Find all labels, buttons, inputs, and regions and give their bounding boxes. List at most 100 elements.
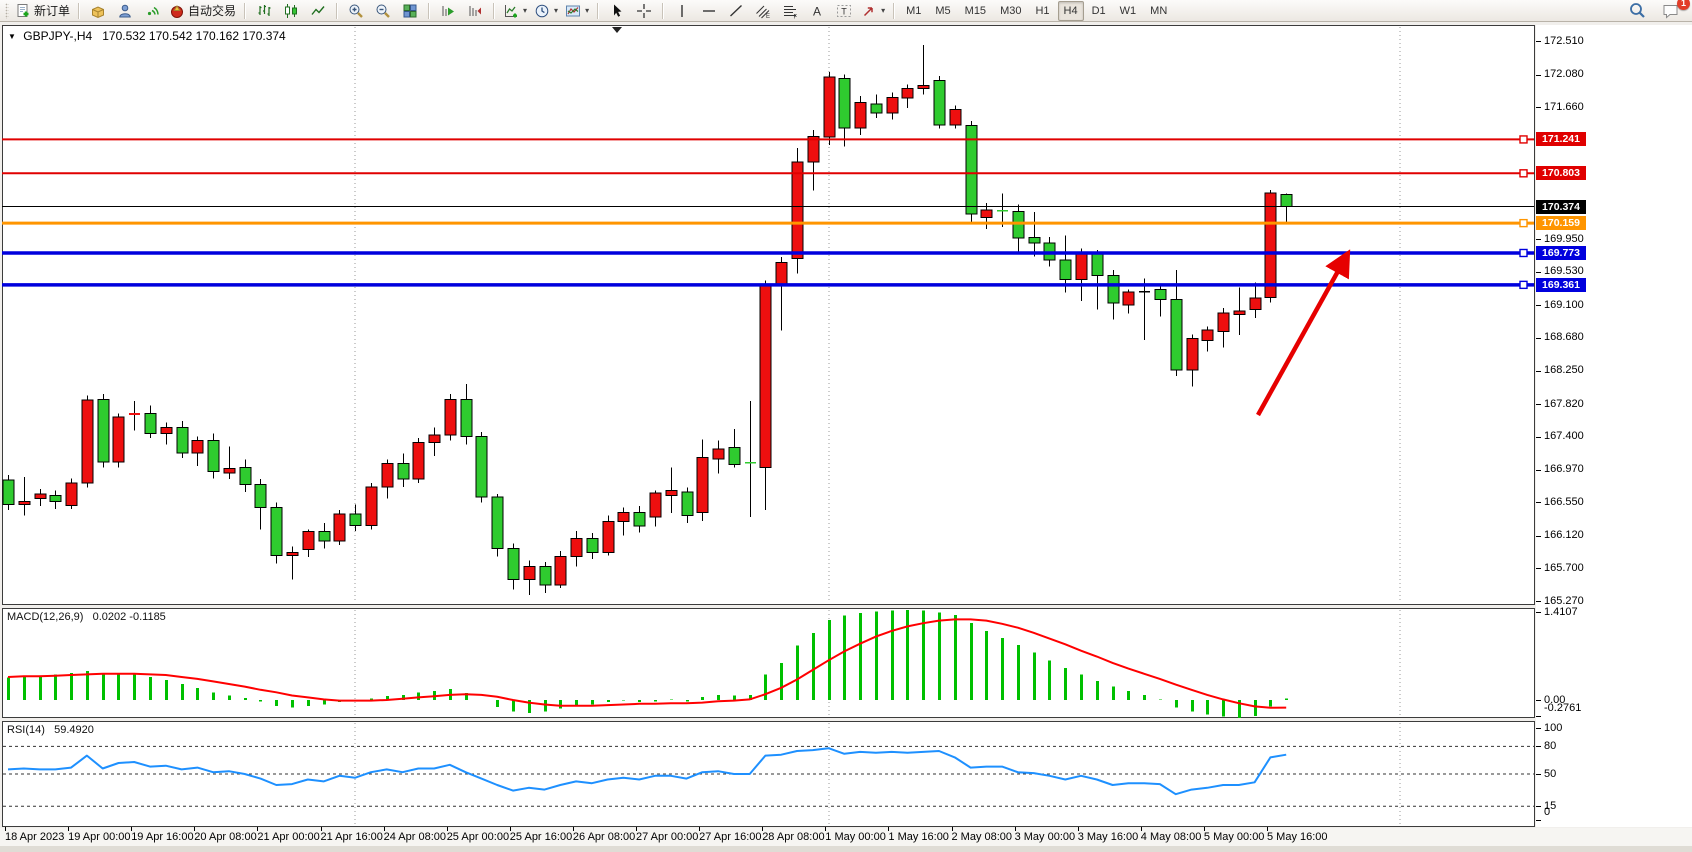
price-tick-label: 167.820 — [1544, 397, 1584, 410]
line-chart-button[interactable] — [305, 0, 331, 22]
toolbar-separator — [428, 2, 431, 19]
timeframe-button-m15[interactable]: M15 — [964, 4, 987, 17]
horizontal-line-icon — [701, 3, 717, 19]
templates-caret-icon: ▾ — [585, 6, 590, 15]
chart-title-ohlc: 170.532 170.542 170.162 170.374 — [102, 29, 286, 43]
price-badge: 170.159 — [1536, 216, 1586, 231]
vertical-line-button[interactable] — [669, 0, 695, 22]
autotrade-button[interactable]: 自动交易 — [166, 0, 239, 22]
timeframe-button-h1[interactable]: H1 — [1035, 4, 1050, 17]
text-button[interactable]: A — [804, 0, 830, 22]
fibonacci-button[interactable]: F — [777, 0, 803, 22]
indicators-button[interactable]: ▾ — [500, 0, 530, 22]
time-axis-label: 24 Apr 08:00 — [383, 831, 446, 843]
crosshair-icon — [636, 3, 652, 19]
bar-chart-button[interactable] — [251, 0, 277, 22]
autotrade-icon — [169, 3, 185, 19]
timeframe-group: M1 M5 M15 M30 H1 H4 D1 W1 MN — [900, 0, 1173, 21]
price-tick-label: 169.100 — [1544, 298, 1584, 311]
profile-button[interactable] — [112, 0, 138, 22]
clock-icon — [534, 3, 550, 19]
tile-windows-button[interactable] — [397, 0, 423, 22]
new-order-button[interactable]: 新订单 — [12, 0, 73, 22]
price-badge: 171.241 — [1536, 132, 1586, 147]
time-axis-label: 5 May 16:00 — [1267, 831, 1328, 843]
zoom-in-icon — [348, 3, 364, 19]
candlestick-button[interactable] — [278, 0, 304, 22]
chart-title[interactable]: ▼ GBPJPY-,H4 170.532 170.542 170.162 170… — [8, 29, 286, 43]
arrows-button[interactable]: ▾ — [858, 0, 888, 22]
trendline-icon — [728, 3, 744, 19]
rsi-panel[interactable] — [2, 721, 1535, 827]
candlestick-icon — [283, 3, 299, 19]
main-chart-panel[interactable] — [2, 25, 1535, 605]
price-tick-label: 167.400 — [1544, 430, 1584, 443]
time-axis-label: 19 Apr 16:00 — [131, 831, 194, 843]
time-axis-label: 2 May 08:00 — [951, 831, 1013, 843]
svg-text:T: T — [841, 6, 847, 16]
time-axis-label: 4 May 08:00 — [1140, 831, 1202, 843]
rsi-tick-label: 80 — [1544, 740, 1557, 753]
svg-text:E: E — [766, 14, 770, 19]
timeframe-button-m5[interactable]: M5 — [935, 4, 951, 17]
timeframe-button-h4[interactable]: H4 — [1057, 0, 1084, 21]
time-axis-label: 3 May 16:00 — [1077, 831, 1139, 843]
new-order-label: 新订单 — [34, 4, 71, 18]
toolbar-grip[interactable] — [5, 2, 9, 19]
rsi-tick-label: 0 — [1544, 806, 1551, 818]
arrows-caret-icon: ▾ — [881, 6, 886, 15]
zoom-out-button[interactable] — [370, 0, 396, 22]
timeframe-button-mn[interactable]: MN — [1150, 4, 1168, 17]
toolbar-separator — [893, 2, 896, 19]
time-axis-label: 21 Apr 00:00 — [257, 831, 320, 843]
price-tick-label: 166.970 — [1544, 463, 1584, 476]
macd-tick-label: 1.4107 — [1544, 606, 1578, 618]
price-scale-area[interactable] — [1536, 25, 1692, 827]
macd-panel[interactable] — [2, 608, 1535, 718]
cursor-button[interactable] — [604, 0, 630, 22]
time-axis-label: 1 May 16:00 — [888, 831, 949, 843]
zoom-out-icon — [375, 3, 391, 19]
timeframe-button-m30[interactable]: M30 — [1000, 4, 1022, 17]
time-axis-label: 21 Apr 16:00 — [320, 831, 383, 843]
chat-button[interactable]: 1 — [1658, 0, 1690, 22]
indicators-caret-icon: ▾ — [523, 6, 528, 15]
time-axis-label: 25 Apr 00:00 — [446, 831, 510, 843]
new-order-icon — [15, 3, 31, 19]
macd-tick-label: -0.2761 — [1544, 702, 1582, 714]
bar-chart-icon — [256, 3, 272, 19]
user-icon — [117, 3, 133, 19]
templates-button[interactable]: ▾ — [562, 0, 592, 22]
text-icon: A — [809, 3, 825, 19]
chart-shift-button[interactable] — [462, 0, 488, 22]
line-chart-icon — [310, 3, 326, 19]
horizontal-line-button[interactable] — [696, 0, 722, 22]
time-axis-label: 26 Apr 08:00 — [572, 831, 636, 843]
vertical-line-icon — [674, 3, 690, 19]
periods-button[interactable]: ▾ — [531, 0, 561, 22]
trendline-button[interactable] — [723, 0, 749, 22]
rsi-tick-label: 100 — [1544, 722, 1563, 734]
rsi-tick-label: 15 — [1544, 800, 1557, 813]
time-axis[interactable] — [0, 828, 1692, 846]
symbol-dropdown-icon[interactable]: ▼ — [8, 32, 16, 41]
auto-scroll-button[interactable] — [435, 0, 461, 22]
crosshair-button[interactable] — [631, 0, 657, 22]
search-icon — [1629, 2, 1646, 19]
search-button[interactable] — [1624, 0, 1650, 22]
signal-button[interactable] — [139, 0, 165, 22]
cursor-icon — [609, 3, 625, 19]
timeframe-button-d1[interactable]: D1 — [1091, 4, 1106, 17]
svg-text:A: A — [813, 4, 821, 18]
time-axis-label: 19 Apr 00:00 — [68, 831, 131, 843]
template-icon — [565, 3, 581, 19]
timeframe-button-m1[interactable]: M1 — [906, 4, 922, 17]
zoom-in-button[interactable] — [343, 0, 369, 22]
timeframe-button-w1[interactable]: W1 — [1119, 4, 1137, 17]
price-badge: 169.773 — [1536, 245, 1586, 260]
package-button[interactable] — [85, 0, 111, 22]
text-label-button[interactable]: T — [831, 0, 857, 22]
channel-button[interactable]: E — [750, 0, 776, 22]
price-tick-label: 169.530 — [1544, 265, 1584, 278]
time-axis-label: 3 May 00:00 — [1014, 831, 1076, 843]
